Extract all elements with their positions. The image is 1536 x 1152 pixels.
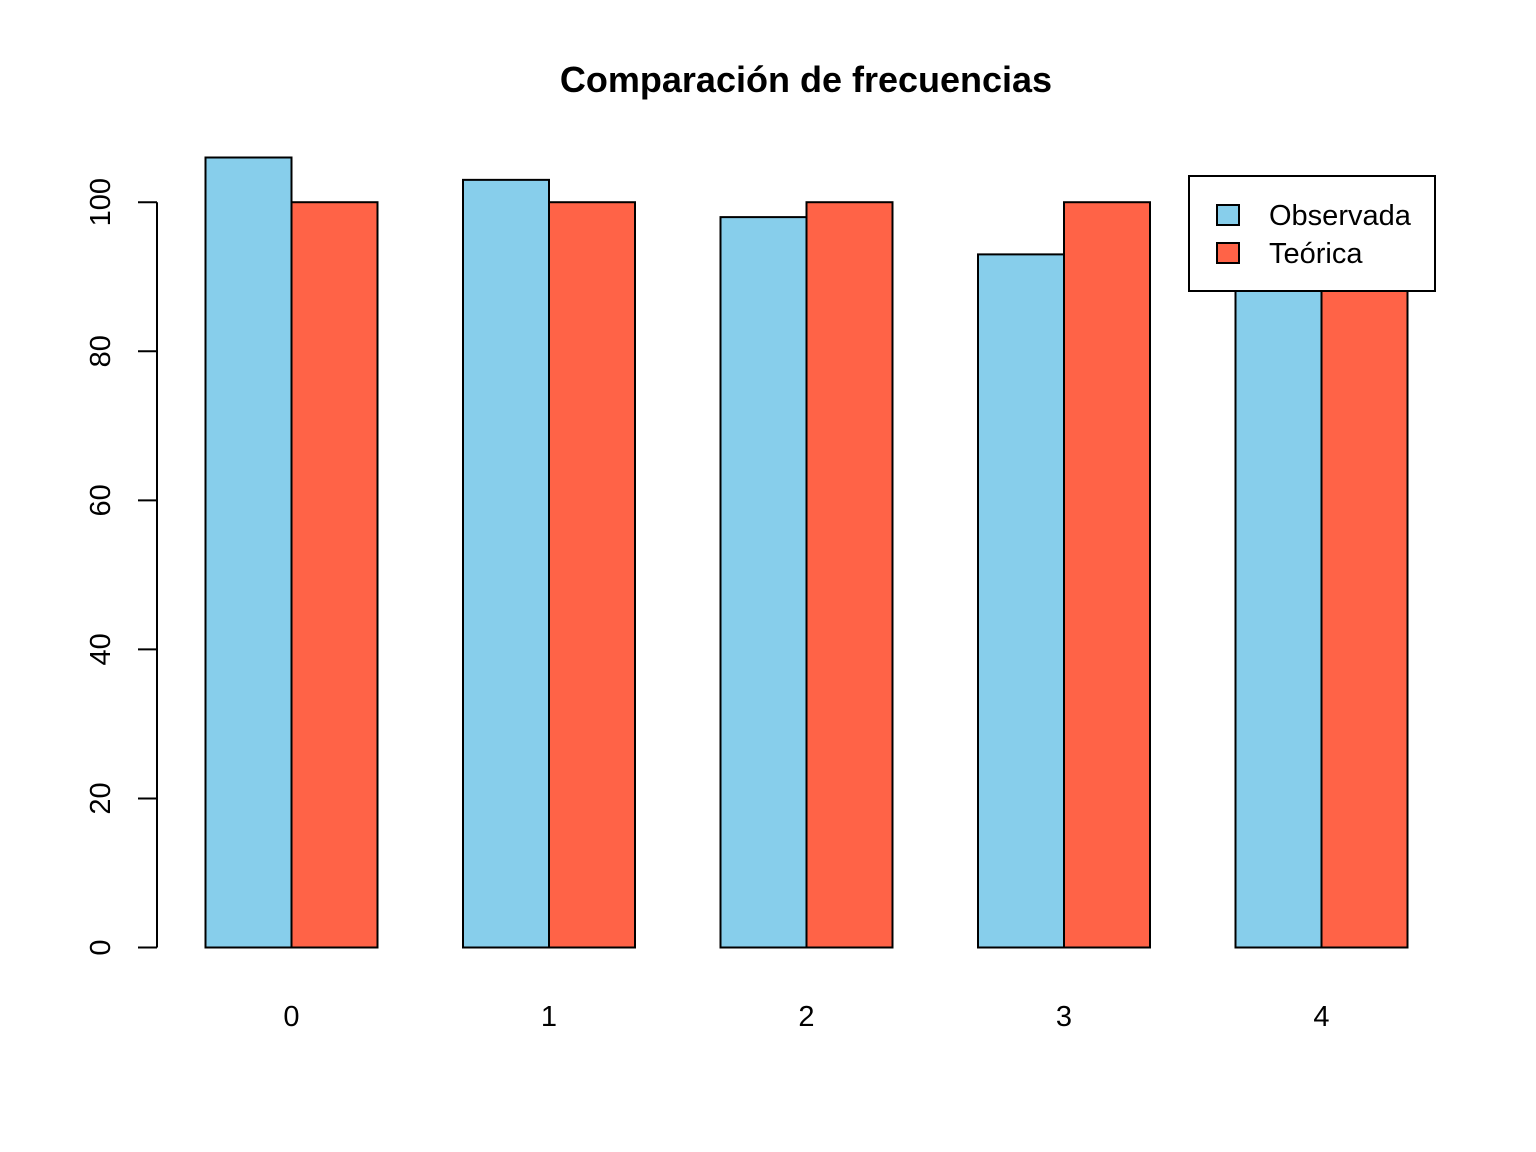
- legend-swatch: [1216, 242, 1240, 264]
- bar-teorica-4: [1320, 201, 1409, 949]
- legend-box: [1188, 175, 1436, 292]
- x-tick-label: 3: [1056, 1001, 1072, 1033]
- legend-label: Observada: [1269, 200, 1412, 232]
- x-tick-label: 1: [541, 1001, 557, 1033]
- x-tick-label: 4: [1313, 1001, 1329, 1033]
- y-tick-label: 0: [85, 939, 117, 955]
- y-tick-label: 20: [85, 782, 117, 814]
- x-tick-label: 2: [798, 1001, 814, 1033]
- chart-title: Comparación de frecuencias: [560, 59, 1052, 100]
- bar-observada-1: [462, 178, 550, 949]
- bar-teorica-2: [805, 201, 894, 949]
- legend-label: Teórica: [1269, 238, 1363, 270]
- bar-observada-2: [719, 216, 808, 949]
- bar-teorica-3: [1063, 201, 1151, 949]
- x-tick-label: 0: [283, 1001, 299, 1033]
- y-tick-label: 60: [85, 484, 117, 516]
- y-tick-label: 40: [85, 633, 117, 665]
- legend-swatch: [1216, 204, 1240, 226]
- legend: Observada Teórica: [1188, 175, 1436, 292]
- bar-observada-0: [204, 156, 293, 949]
- bar-teorica-1: [548, 201, 636, 949]
- y-tick-label: 80: [85, 335, 117, 367]
- bars: [204, 156, 1409, 949]
- y-axis: 0 20 40 60 80 100: [85, 178, 158, 956]
- y-tick-label: 100: [85, 178, 117, 226]
- bar-teorica-0: [290, 201, 379, 949]
- bar-observada-4: [1234, 201, 1323, 949]
- x-axis-labels: 0 1 2 3 4: [283, 1001, 1329, 1033]
- bar-observada-3: [977, 253, 1065, 949]
